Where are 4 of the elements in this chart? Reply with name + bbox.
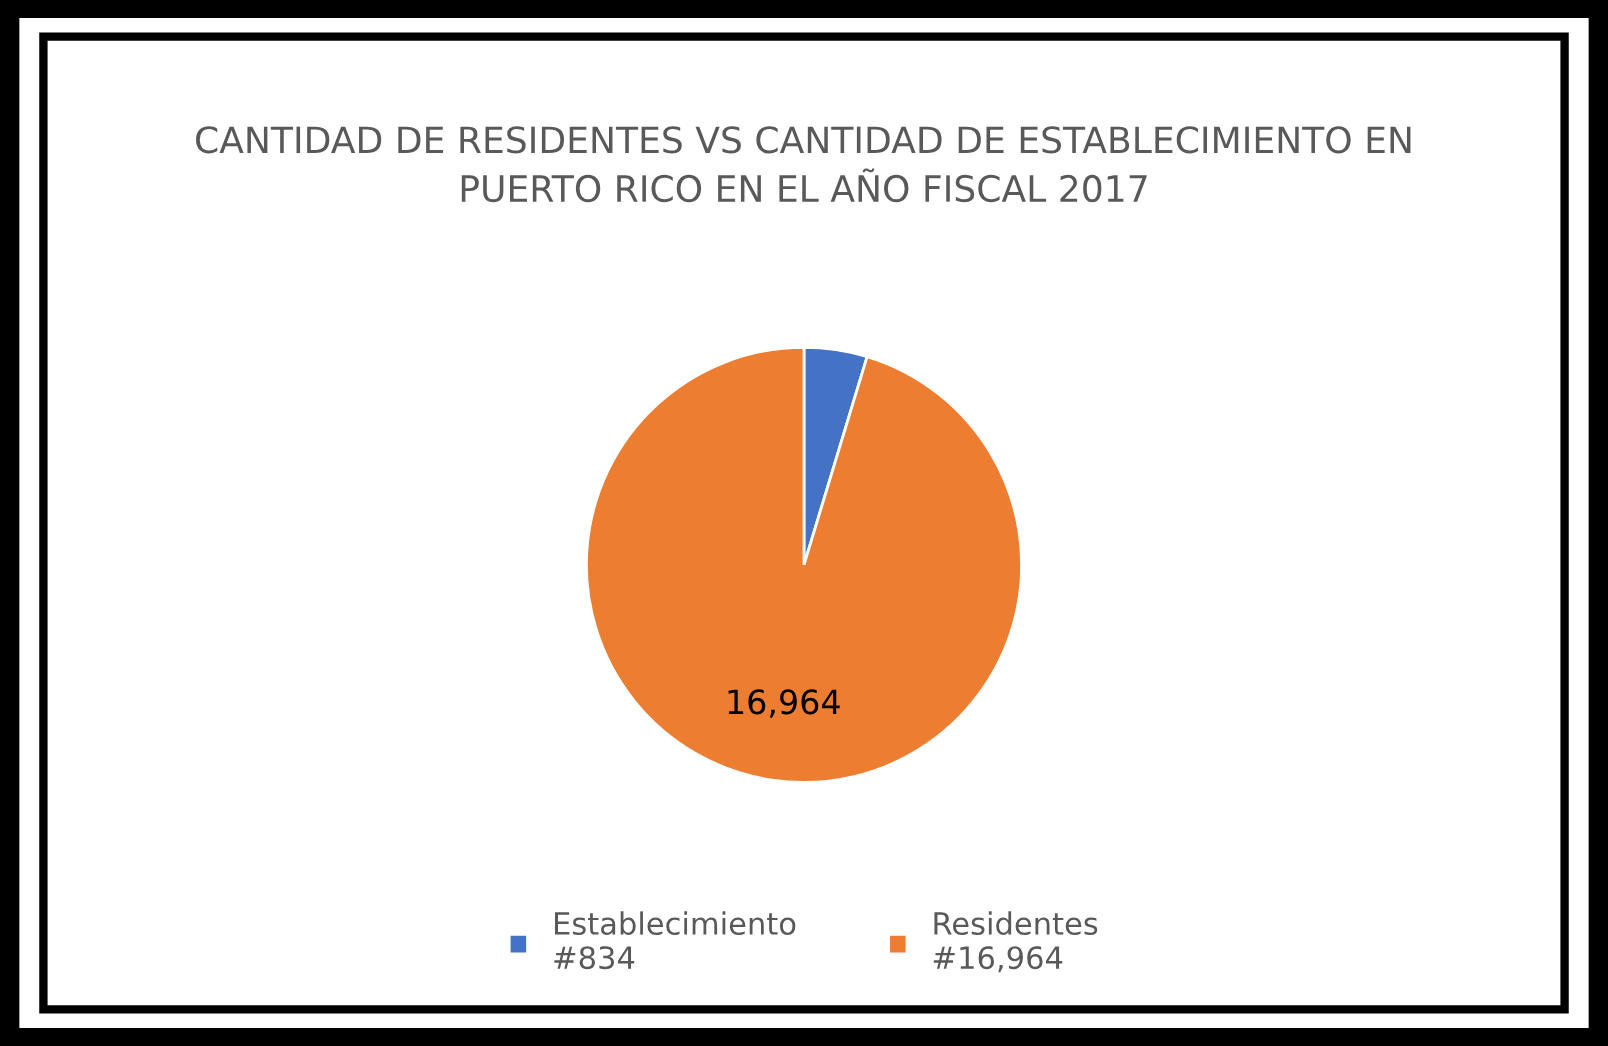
chart-title: CANTIDAD DE RESIDENTES VS CANTIDAD DE ESTABLECIMIENTO EN PUERTO RICO EN EL AÑO FISCAL 2017 (196, 126, 1411, 203)
legend-label: Residentes #16,964 (933, 911, 1098, 973)
legend-label: Establecimiento #834 (554, 911, 796, 970)
data-label: 16,964 (728, 689, 840, 718)
